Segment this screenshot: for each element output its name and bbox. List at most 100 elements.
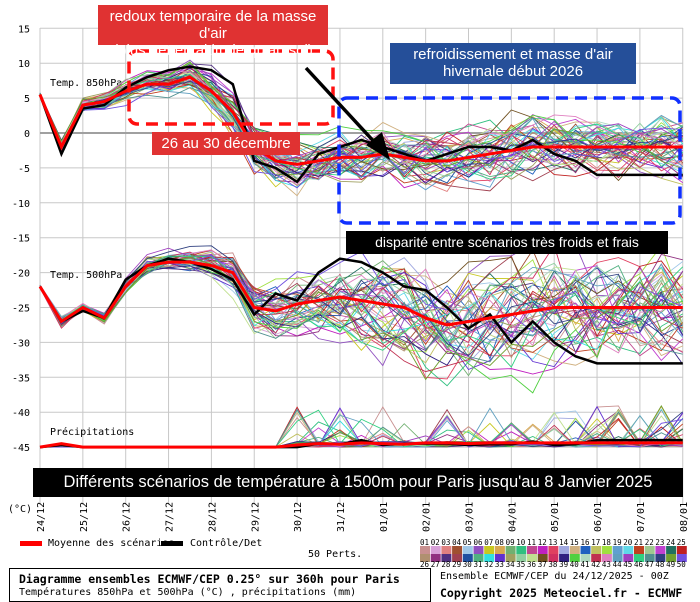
member-swatch <box>569 554 580 562</box>
member-swatch <box>591 546 602 554</box>
panel-label-500: Temp. 500hPa <box>50 270 122 281</box>
member-swatch <box>569 546 580 554</box>
member-swatch <box>516 546 527 554</box>
member-number: 14 <box>559 538 569 547</box>
panel-label-precip: Précipitations <box>50 426 134 438</box>
member-swatch <box>623 554 634 562</box>
member-number: 39 <box>559 560 568 569</box>
x-tick-label: 26/12 <box>122 502 133 532</box>
member-number: 15 <box>570 538 579 547</box>
legend-perts-label: 50 Perts. <box>308 549 362 560</box>
legend-control-swatch <box>161 541 183 546</box>
panel-label-850: Temp. 850hPa <box>50 78 122 89</box>
member-number: 03 <box>441 538 450 547</box>
x-tick-label: 31/12 <box>336 502 347 532</box>
member-number: 47 <box>645 560 654 569</box>
mean-line-850 <box>38 75 683 166</box>
y-tick-label: -30 <box>12 338 30 349</box>
ensemble-member-line <box>39 68 683 169</box>
member-number: 16 <box>581 538 591 547</box>
member-swatch <box>484 546 495 554</box>
member-swatch <box>612 546 623 554</box>
member-number: 10 <box>516 538 526 547</box>
footer-title-box: Diagramme ensembles ECMWF/CEP 0.25° sur … <box>9 568 431 602</box>
member-number: 04 <box>452 538 462 547</box>
member-number: 40 <box>570 560 580 569</box>
member-number: 27 <box>431 560 440 569</box>
member-swatch <box>430 546 441 554</box>
x-tick-label: 02/01 <box>422 502 433 532</box>
member-swatch <box>494 554 505 562</box>
banner: Différents scénarios de température à 15… <box>33 468 683 497</box>
member-swatch <box>527 546 537 554</box>
member-swatch <box>655 554 666 562</box>
legend-mean-swatch <box>20 541 42 546</box>
warm-subtitle: (plus net en altitude qu'au sol) <box>113 42 313 59</box>
member-swatch <box>666 554 677 562</box>
member-number: 38 <box>548 560 558 569</box>
warm-title: redoux temporaire de la masse d'air <box>109 8 317 42</box>
member-swatch <box>601 546 612 554</box>
member-number: 18 <box>602 538 612 547</box>
member-swatch <box>676 554 687 562</box>
member-swatch <box>676 546 687 554</box>
member-swatch <box>527 554 537 562</box>
t500-members <box>39 240 684 394</box>
member-number: 46 <box>634 560 644 569</box>
x-tick-label: 01/01 <box>379 502 390 532</box>
y-tick-label: 10 <box>18 59 30 70</box>
y-tick-label: 5 <box>24 94 30 105</box>
member-swatch <box>644 554 655 562</box>
member-number: 22 <box>645 538 654 547</box>
arrow-head <box>366 132 390 160</box>
member-swatch <box>452 554 463 562</box>
member-swatch <box>420 554 430 562</box>
x-tick-label: 05/01 <box>550 502 561 532</box>
member-swatch <box>452 546 463 554</box>
x-tick-label: 29/12 <box>250 502 261 532</box>
member-number: 36 <box>527 560 537 569</box>
y-tick-label: -15 <box>12 234 30 245</box>
member-number: 41 <box>581 560 590 569</box>
member-number: 05 <box>463 538 472 547</box>
cold-subtitle: hivernale début 2026 <box>442 63 584 80</box>
ensemble-member-line <box>39 257 684 349</box>
member-swatch <box>666 546 677 554</box>
ensemble-member-line <box>39 69 684 183</box>
member-number: 24 <box>666 538 676 547</box>
mean-line-precip <box>39 441 683 449</box>
member-swatch <box>634 546 644 554</box>
y-tick-label: -10 <box>12 199 30 210</box>
warm-annotation: redoux temporaire de la masse d'air (plu… <box>98 5 328 59</box>
member-number: 37 <box>538 560 547 569</box>
member-number: 11 <box>527 538 536 547</box>
warm-period-box <box>127 49 335 126</box>
member-swatch <box>505 546 516 554</box>
member-swatch <box>612 554 623 562</box>
member-swatch <box>494 546 505 554</box>
member-swatch <box>441 546 452 554</box>
footer-subtitle: Températures 850hPa et 500hPa (°C) , pré… <box>19 587 357 598</box>
member-number: 49 <box>666 560 675 569</box>
member-number: 23 <box>655 538 664 547</box>
member-number: 17 <box>591 538 600 547</box>
x-tick-label: 24/12 <box>36 502 47 532</box>
x-tick-label: 08/01 <box>679 502 690 532</box>
member-swatch <box>537 554 548 562</box>
x-tick-label: 07/01 <box>636 502 647 532</box>
ensemble-member-line <box>39 65 683 179</box>
x-tick-label: 03/01 <box>465 502 476 532</box>
member-swatch <box>548 546 559 554</box>
member-number: 50 <box>677 560 687 569</box>
y-tick-label: -40 <box>12 408 30 419</box>
member-number: 42 <box>591 560 600 569</box>
legend-mean-label: Moyenne des scénarios <box>48 537 174 549</box>
member-number: 28 <box>441 560 451 569</box>
cold-annotation: refroidissement et masse d'air hivernale… <box>390 43 636 84</box>
control-line-850 <box>38 65 683 184</box>
x-tick-label: 06/01 <box>593 502 604 532</box>
member-swatch <box>559 546 570 554</box>
member-swatch <box>655 546 666 554</box>
